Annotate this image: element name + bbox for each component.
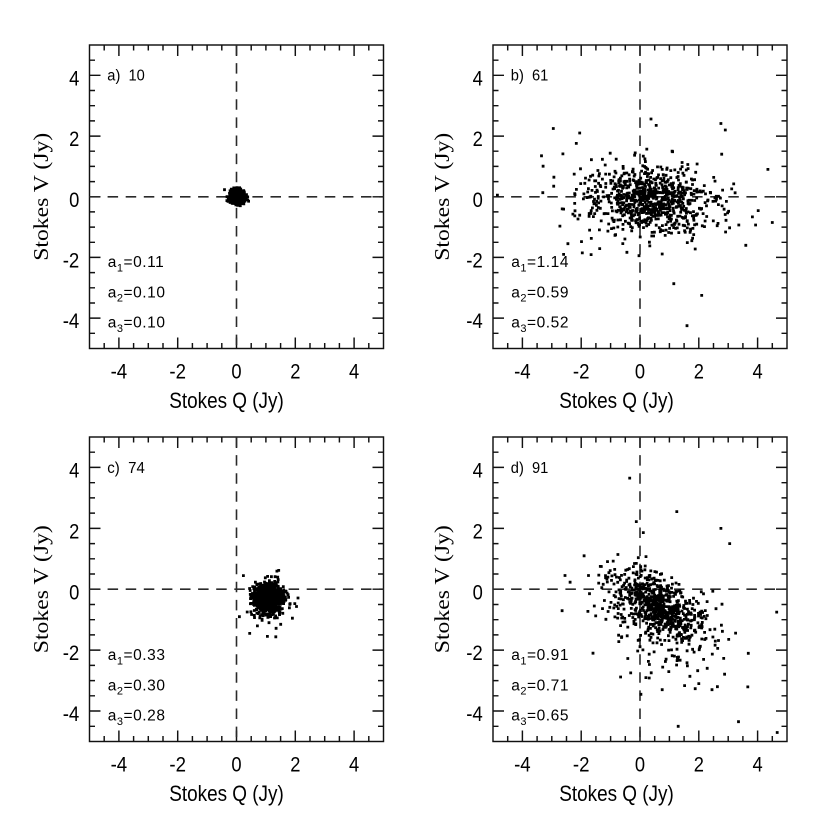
svg-text:c) 74: c) 74 — [107, 460, 145, 477]
svg-text:-4: -4 — [514, 754, 531, 777]
svg-text:-2: -2 — [169, 361, 186, 384]
svg-text:4: 4 — [473, 67, 483, 90]
svg-text:2: 2 — [290, 361, 300, 384]
svg-text:2: 2 — [473, 128, 483, 151]
svg-text:-4: -4 — [63, 310, 80, 333]
svg-text:-2: -2 — [466, 250, 483, 273]
svg-text:a2=0.71: a2=0.71 — [511, 677, 569, 697]
svg-text:-4: -4 — [63, 703, 80, 726]
svg-text:2: 2 — [69, 128, 79, 151]
svg-text:4: 4 — [349, 361, 359, 384]
svg-text:-2: -2 — [63, 642, 80, 665]
svg-text:2: 2 — [69, 521, 79, 544]
svg-text:0: 0 — [231, 754, 241, 777]
svg-text:Stokes Q (Jy): Stokes Q (Jy) — [559, 388, 674, 413]
svg-text:0: 0 — [69, 189, 79, 212]
svg-text:d) 91: d) 91 — [511, 460, 549, 477]
svg-text:-2: -2 — [63, 250, 80, 273]
svg-text:0: 0 — [635, 361, 645, 384]
svg-text:0: 0 — [473, 189, 483, 212]
svg-text:b) 61: b) 61 — [511, 68, 549, 85]
svg-text:0: 0 — [231, 361, 241, 384]
svg-text:Stokes V (Jy): Stokes V (Jy) — [430, 525, 454, 653]
svg-text:4: 4 — [349, 754, 359, 777]
svg-text:4: 4 — [69, 460, 79, 483]
svg-text:2: 2 — [694, 754, 704, 777]
svg-text:4: 4 — [69, 67, 79, 90]
svg-text:0: 0 — [635, 754, 645, 777]
svg-text:Stokes Q (Jy): Stokes Q (Jy) — [169, 388, 284, 413]
svg-text:-4: -4 — [466, 310, 483, 333]
svg-text:4: 4 — [473, 460, 483, 483]
svg-text:Stokes V (Jy): Stokes V (Jy) — [29, 525, 53, 653]
svg-text:-2: -2 — [169, 754, 186, 777]
svg-text:a) 10: a) 10 — [107, 68, 145, 85]
svg-text:4: 4 — [753, 361, 763, 384]
svg-text:-4: -4 — [466, 703, 483, 726]
svg-text:2: 2 — [694, 361, 704, 384]
svg-text:2: 2 — [290, 754, 300, 777]
svg-text:-2: -2 — [573, 754, 590, 777]
svg-text:0: 0 — [69, 581, 79, 604]
svg-text:-4: -4 — [111, 754, 128, 777]
svg-text:-2: -2 — [573, 361, 590, 384]
svg-text:2: 2 — [473, 521, 483, 544]
svg-text:-2: -2 — [466, 642, 483, 665]
svg-text:0: 0 — [473, 581, 483, 604]
svg-text:Stokes V (Jy): Stokes V (Jy) — [430, 133, 454, 261]
svg-text:-4: -4 — [111, 361, 128, 384]
svg-text:-4: -4 — [514, 361, 531, 384]
svg-text:Stokes Q (Jy): Stokes Q (Jy) — [559, 781, 674, 806]
svg-text:Stokes Q (Jy): Stokes Q (Jy) — [169, 781, 284, 806]
svg-text:4: 4 — [753, 754, 763, 777]
svg-text:Stokes V (Jy): Stokes V (Jy) — [29, 133, 53, 261]
